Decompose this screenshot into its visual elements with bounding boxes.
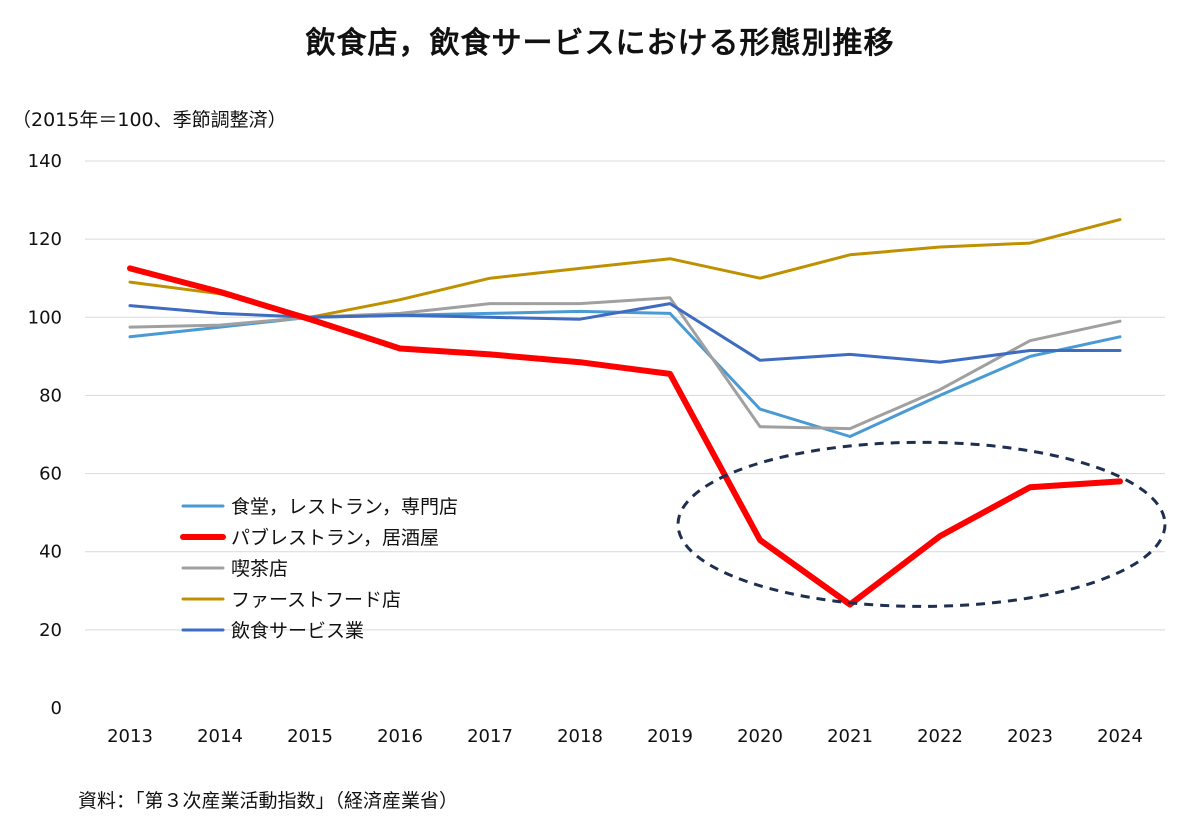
x-tick-label-2024: 2024 — [1097, 726, 1143, 747]
x-tick-label-2013: 2013 — [107, 726, 153, 747]
x-tick-label-2017: 2017 — [467, 726, 513, 747]
x-tick-label-2014: 2014 — [197, 726, 243, 747]
y-axis-ticks: 0 20 40 60 80 100 120 140 — [28, 151, 62, 719]
legend[interactable]: 食堂，レストラン，専門店パブレストラン，居酒屋喫茶店ファーストフード店飲食サービ… — [180, 496, 458, 642]
source-note: 資料：「第３次産業活動指数」（経済産業省） — [78, 790, 459, 812]
x-tick-label-2015: 2015 — [287, 726, 333, 747]
y-tick-label-20: 20 — [39, 620, 62, 641]
y-tick-label-0: 0 — [51, 698, 62, 719]
annotation — [676, 440, 1167, 608]
x-tick-label-2016: 2016 — [377, 726, 423, 747]
y-tick-label-120: 120 — [28, 229, 62, 250]
x-tick-label-2018: 2018 — [557, 726, 603, 747]
series-line-1 — [127, 265, 1123, 608]
x-tick-label-2019: 2019 — [647, 726, 693, 747]
x-tick-label-2020: 2020 — [737, 726, 783, 747]
x-tick-label-2022: 2022 — [917, 726, 963, 747]
y-tick-label-40: 40 — [39, 542, 62, 563]
y-tick-label-100: 100 — [28, 307, 62, 328]
unit-note: （2015年＝100、季節調整済） — [12, 109, 287, 131]
y-tick-label-140: 140 — [28, 151, 62, 172]
y-tick-label-60: 60 — [39, 464, 62, 485]
series-lines — [127, 218, 1123, 608]
annotation-ellipse — [676, 440, 1167, 608]
x-tick-label-2023: 2023 — [1007, 726, 1053, 747]
series-line-3 — [128, 218, 1122, 319]
legend-label-2[interactable]: 喫茶店 — [231, 558, 288, 580]
legend-label-1[interactable]: パブレストラン，居酒屋 — [231, 526, 439, 549]
series-line-2 — [128, 296, 1122, 431]
legend-label-4[interactable]: 飲食サービス業 — [231, 620, 364, 642]
y-tick-label-80: 80 — [39, 385, 62, 406]
chart-title: 飲食店，飲食サービスにおける形態別推移 — [305, 26, 895, 61]
gridlines — [85, 160, 1165, 631]
legend-label-3[interactable]: ファーストフード店 — [231, 589, 401, 611]
x-axis-ticks: 2013 2014 2015 2016 2017 2018 2019 2020 2021 2022… — [107, 726, 1143, 747]
x-tick-label-2021: 2021 — [827, 726, 873, 747]
legend-label-0[interactable]: 食堂，レストラン，専門店 — [231, 496, 458, 518]
